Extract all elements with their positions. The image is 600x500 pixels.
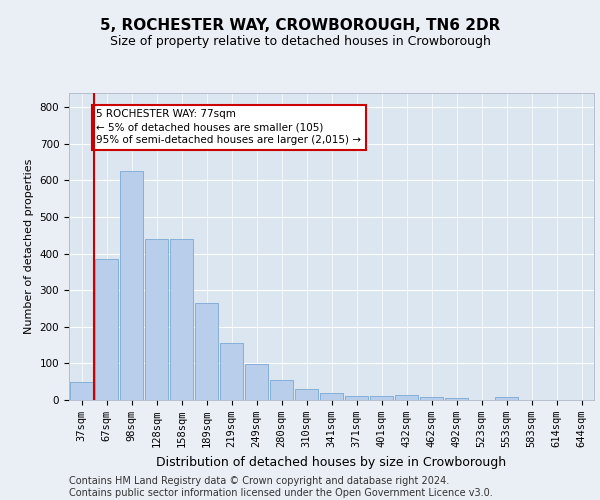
Bar <box>269 380 293 400</box>
X-axis label: Distribution of detached houses by size in Crowborough: Distribution of detached houses by size … <box>157 456 506 468</box>
Bar <box>119 171 143 400</box>
Bar <box>370 396 394 400</box>
Bar <box>445 398 469 400</box>
Bar <box>419 397 443 400</box>
Text: Size of property relative to detached houses in Crowborough: Size of property relative to detached ho… <box>110 35 490 48</box>
Bar <box>395 394 418 400</box>
Text: 5 ROCHESTER WAY: 77sqm
← 5% of detached houses are smaller (105)
95% of semi-det: 5 ROCHESTER WAY: 77sqm ← 5% of detached … <box>97 109 361 146</box>
Bar <box>170 239 193 400</box>
Bar <box>494 397 518 400</box>
Bar <box>220 344 244 400</box>
Y-axis label: Number of detached properties: Number of detached properties <box>24 158 34 334</box>
Bar <box>344 396 368 400</box>
Bar <box>95 259 118 400</box>
Bar <box>194 303 218 400</box>
Bar <box>145 239 169 400</box>
Bar <box>70 382 94 400</box>
Bar <box>295 389 319 400</box>
Text: Contains HM Land Registry data © Crown copyright and database right 2024.
Contai: Contains HM Land Registry data © Crown c… <box>69 476 493 498</box>
Text: 5, ROCHESTER WAY, CROWBOROUGH, TN6 2DR: 5, ROCHESTER WAY, CROWBOROUGH, TN6 2DR <box>100 18 500 32</box>
Bar <box>245 364 268 400</box>
Bar <box>320 392 343 400</box>
